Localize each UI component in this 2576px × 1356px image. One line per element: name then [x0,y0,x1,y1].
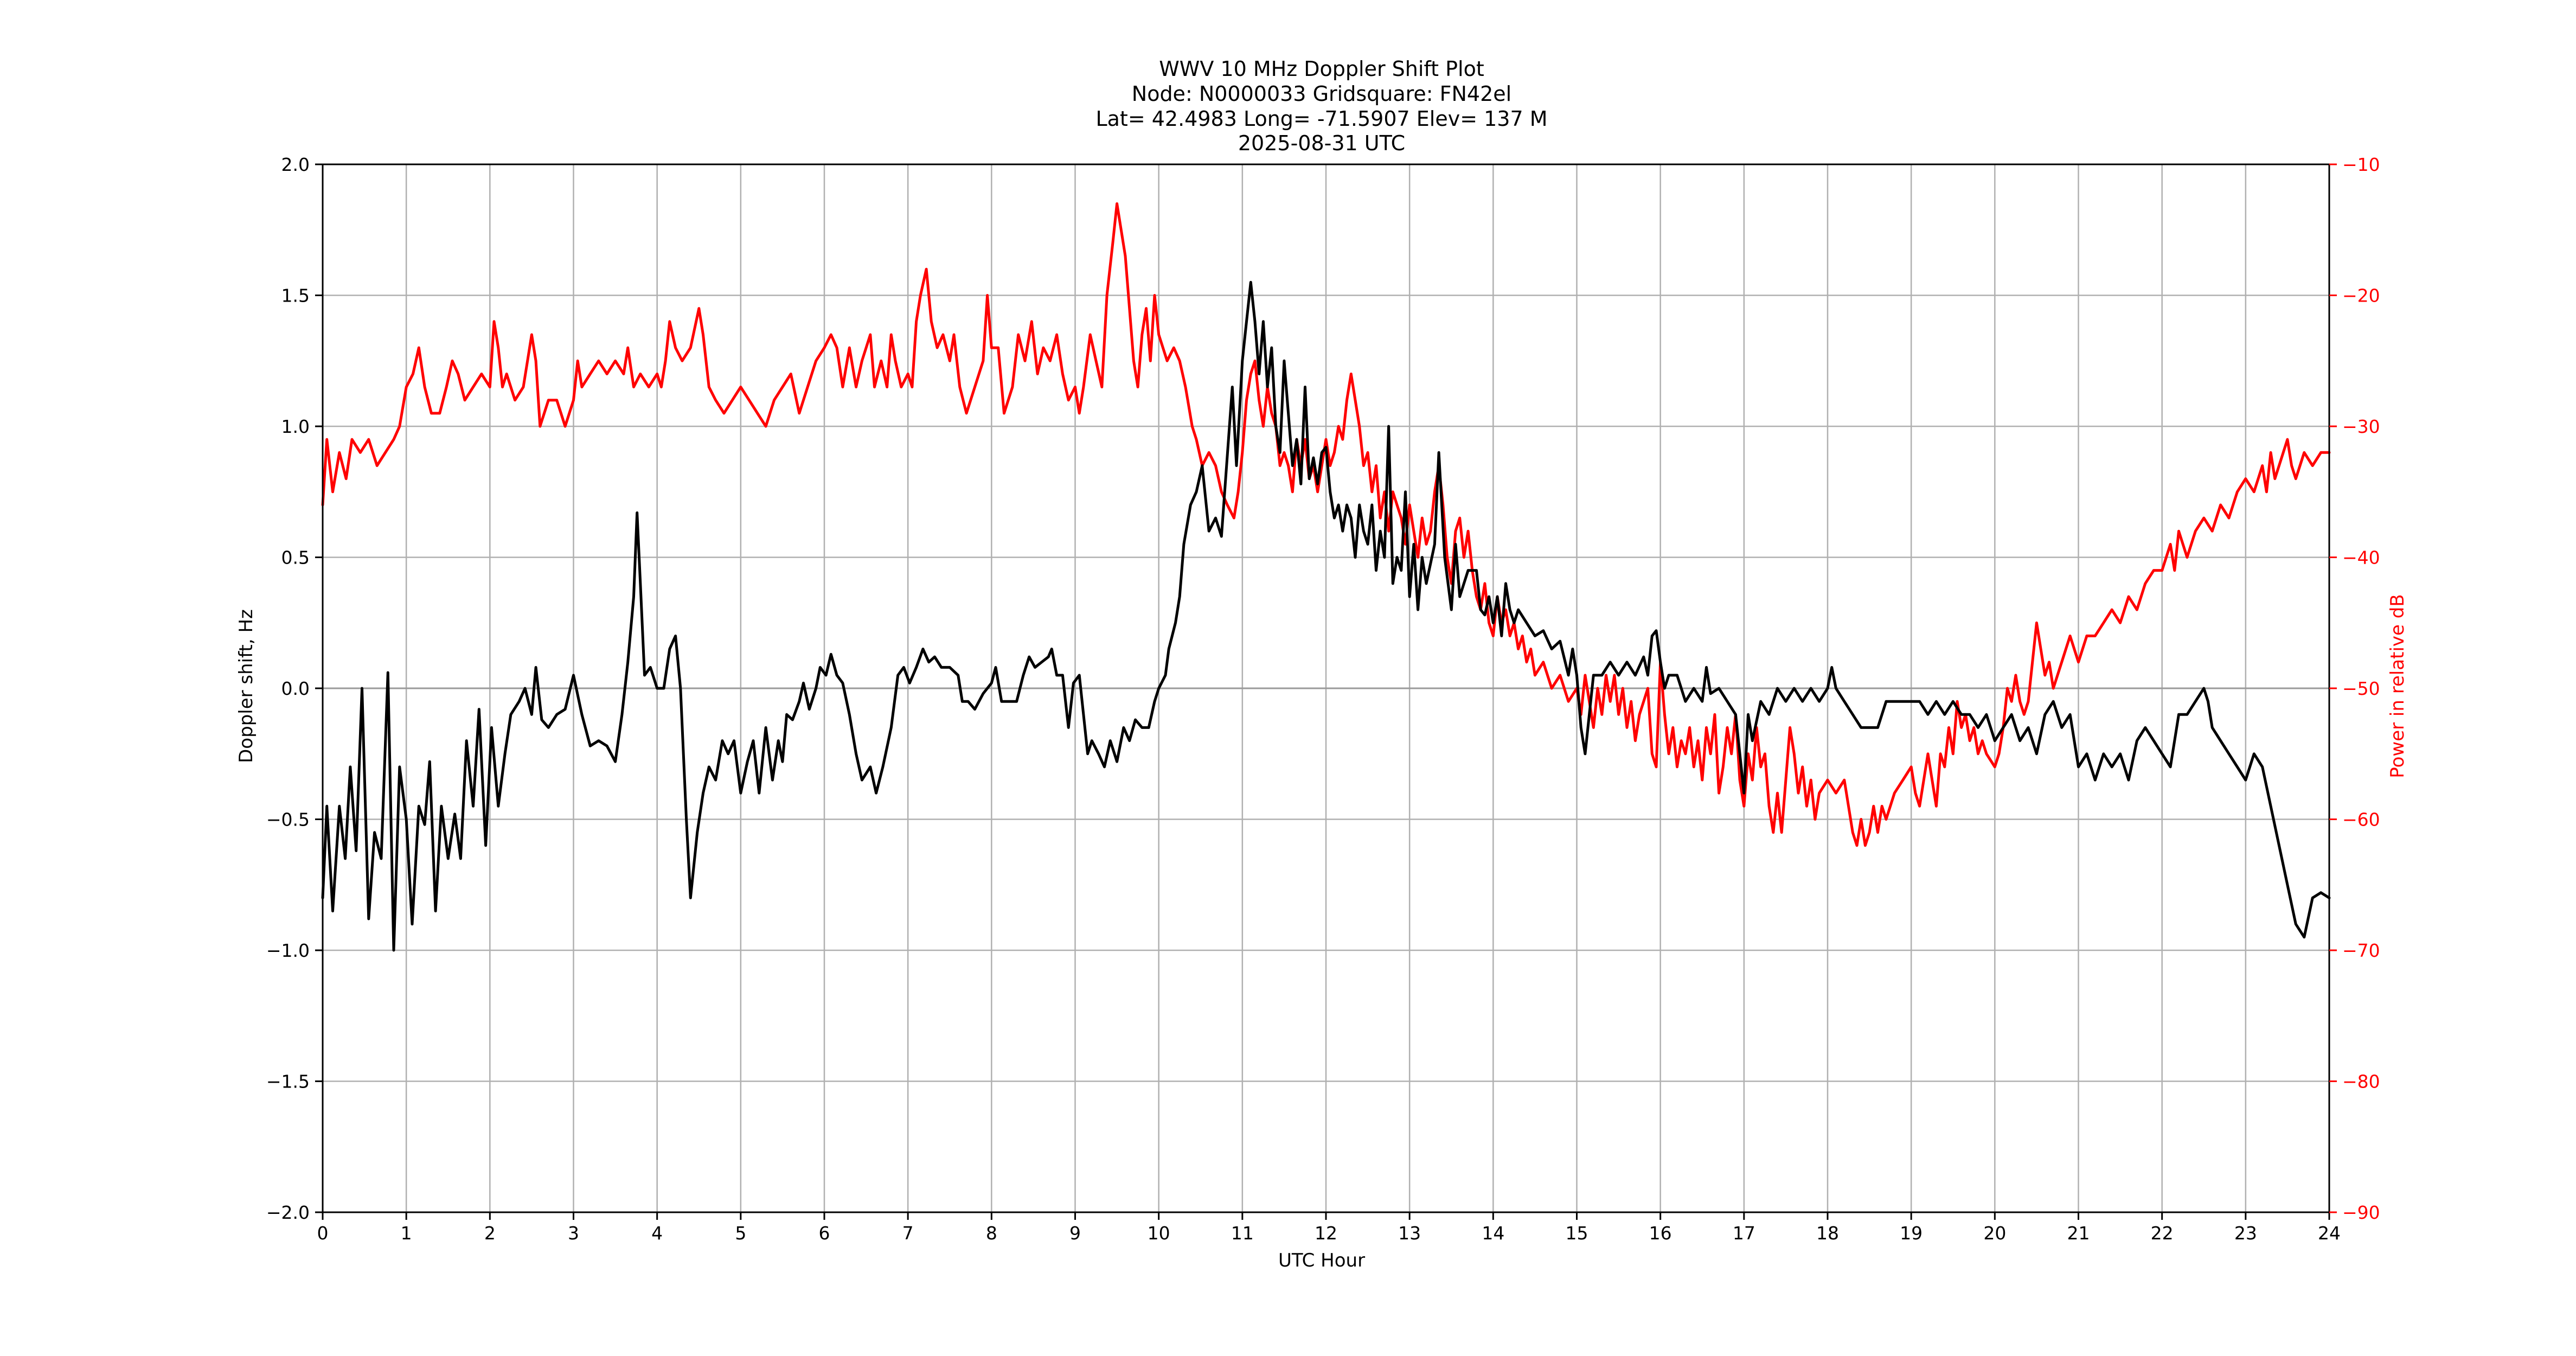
x-tick-label: 2 [484,1223,496,1244]
y-tick-label: −0.5 [266,809,310,830]
power-series-line [321,202,2331,847]
x-tick-label: 19 [1900,1223,1923,1244]
y2-tick-label: −10 [2342,154,2380,175]
y2-tick-label: −30 [2342,416,2380,437]
x-tick-label: 14 [1482,1223,1504,1244]
x-tick-label: 18 [1816,1223,1839,1244]
x-tick-label: 6 [819,1223,830,1244]
y2-tick-label: −60 [2342,809,2380,830]
y-axis-label: Doppler shift, Hz [235,609,257,763]
x-tick-label: 4 [651,1223,663,1244]
x-tick-label: 24 [2318,1223,2341,1244]
x-tick-label: 0 [317,1223,329,1244]
y2-tick-label: −70 [2342,940,2380,961]
x-tick-label: 1 [401,1223,412,1244]
x-tick-label: 8 [986,1223,997,1244]
title-line-4: 2025-08-31 UTC [1238,131,1405,155]
x-axis-label: UTC Hour [1278,1250,1365,1271]
y2-tick-label: −80 [2342,1071,2380,1092]
x-tick-label: 13 [1398,1223,1421,1244]
y-tick-label: −1.0 [266,940,310,961]
x-tick-label: 17 [1733,1223,1755,1244]
title-line-3: Lat= 42.4983 Long= -71.5907 Elev= 137 M [1095,107,1547,131]
y2-tick-label: −20 [2342,285,2380,306]
title-line-2: Node: N0000033 Gridsquare: FN42el [1132,82,1511,106]
y-tick-label: −1.5 [266,1071,310,1092]
y-tick-label: 1.5 [281,285,310,306]
y2-axis-ticks: −10 −20 −30 −40 −50 −60 −70 −80 −90 [2329,154,2380,1223]
y-tick-label: −2.0 [266,1202,310,1223]
y-axis-ticks: 2.0 1.5 1.0 0.5 0.0 −0.5 −1.0 −1.5 −2.0 [266,154,323,1223]
chart-title: WWV 10 MHz Doppler Shift Plot Node: N000… [1095,57,1547,155]
y-tick-label: 1.0 [281,416,310,437]
y-tick-label: 2.0 [281,154,310,175]
x-tick-label: 15 [1566,1223,1588,1244]
y2-tick-label: −90 [2342,1202,2380,1223]
x-tick-label: 7 [902,1223,914,1244]
x-tick-label: 11 [1231,1223,1254,1244]
x-tick-label: 5 [735,1223,746,1244]
x-tick-label: 21 [2067,1223,2090,1244]
y2-tick-label: −50 [2342,678,2380,699]
x-tick-label: 10 [1148,1223,1170,1244]
x-tick-label: 12 [1315,1223,1337,1244]
y2-tick-label: −40 [2342,547,2380,568]
x-tick-label: 16 [1649,1223,1672,1244]
y-tick-label: 0.5 [281,547,310,568]
x-axis-ticks: 0 1 2 3 4 5 6 7 8 9 10 11 12 13 14 15 16 17 18 19 20 21 22 23 24 [317,1212,2341,1244]
x-tick-label: 20 [1983,1223,2006,1244]
x-tick-label: 22 [2151,1223,2174,1244]
series-lines [321,202,2331,952]
y2-axis-label: Power in relative dB [2387,594,2408,778]
doppler-series-line [321,280,2331,952]
x-tick-label: 3 [568,1223,579,1244]
x-tick-label: 23 [2234,1223,2257,1244]
x-tick-label: 9 [1069,1223,1081,1244]
title-line-1: WWV 10 MHz Doppler Shift Plot [1159,57,1484,81]
y-tick-label: 0.0 [281,678,310,699]
